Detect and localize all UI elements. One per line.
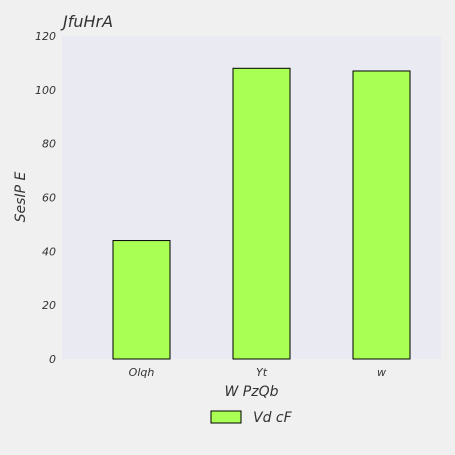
- y-tick-label: 40: [42, 245, 56, 258]
- bar: [232, 67, 291, 360]
- y-tick-label: 60: [42, 192, 56, 205]
- y-tick-label: 20: [42, 299, 56, 312]
- legend-swatch: [210, 410, 242, 424]
- chart-title: JfuHrA: [60, 12, 113, 31]
- bar: [352, 70, 411, 360]
- y-axis-label: SesIP E: [13, 172, 29, 223]
- y-tick-label: 120: [35, 30, 56, 43]
- bars: [112, 67, 411, 360]
- legend: Vd cF: [210, 410, 293, 426]
- y-tick-label: 80: [42, 138, 56, 151]
- y-tick-label: 0: [49, 353, 56, 366]
- legend-label: Vd cF: [253, 410, 293, 426]
- x-tick-label: Olqh: [129, 366, 155, 379]
- x-tick-label: w: [377, 366, 386, 379]
- y-tick-label: 100: [35, 84, 56, 97]
- x-tick-label: Yt: [256, 366, 268, 379]
- x-axis-label: W PzQb: [225, 384, 279, 400]
- bar: [112, 240, 171, 360]
- y-axis-ticks: 0 20 40 60 80 100 120: [35, 30, 56, 366]
- x-axis-ticks: Olqh Yt w: [129, 366, 386, 379]
